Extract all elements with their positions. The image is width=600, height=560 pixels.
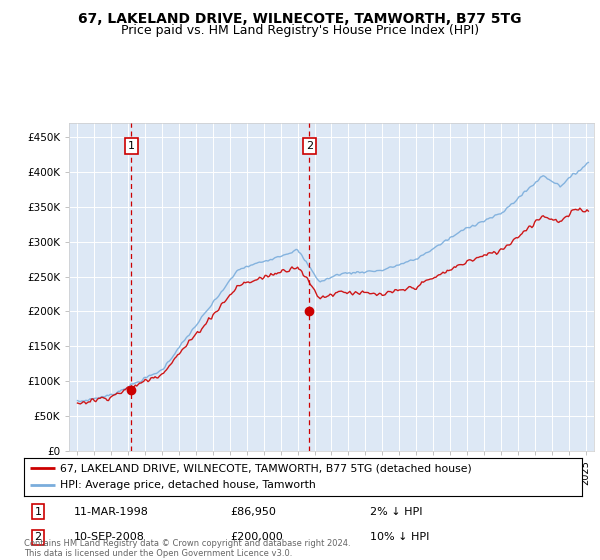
Text: 1: 1 (128, 141, 135, 151)
Text: 67, LAKELAND DRIVE, WILNECOTE, TAMWORTH, B77 5TG (detached house): 67, LAKELAND DRIVE, WILNECOTE, TAMWORTH,… (60, 463, 472, 473)
Text: 2: 2 (34, 532, 41, 542)
Text: 2% ↓ HPI: 2% ↓ HPI (370, 507, 422, 517)
Text: 2: 2 (306, 141, 313, 151)
Text: £200,000: £200,000 (230, 532, 283, 542)
Text: Contains HM Land Registry data © Crown copyright and database right 2024.
This d: Contains HM Land Registry data © Crown c… (24, 539, 350, 558)
Text: 11-MAR-1998: 11-MAR-1998 (74, 507, 149, 517)
Text: 10% ↓ HPI: 10% ↓ HPI (370, 532, 430, 542)
Text: £86,950: £86,950 (230, 507, 277, 517)
Text: HPI: Average price, detached house, Tamworth: HPI: Average price, detached house, Tamw… (60, 480, 316, 490)
Text: 10-SEP-2008: 10-SEP-2008 (74, 532, 145, 542)
Text: Price paid vs. HM Land Registry's House Price Index (HPI): Price paid vs. HM Land Registry's House … (121, 24, 479, 36)
Text: 1: 1 (34, 507, 41, 517)
Text: 67, LAKELAND DRIVE, WILNECOTE, TAMWORTH, B77 5TG: 67, LAKELAND DRIVE, WILNECOTE, TAMWORTH,… (78, 12, 522, 26)
